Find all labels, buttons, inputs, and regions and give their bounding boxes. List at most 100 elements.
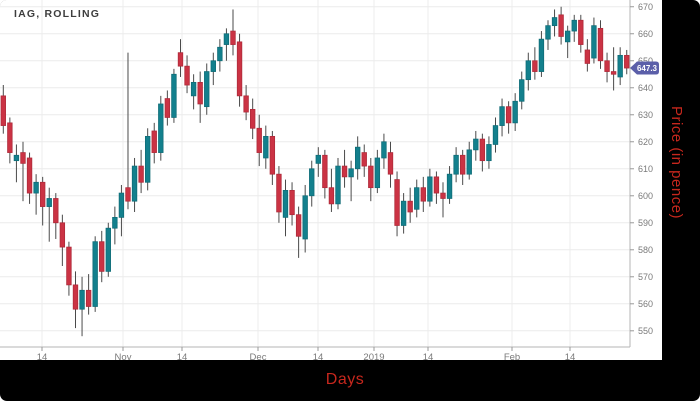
candle[interactable] [236,33,243,107]
candle[interactable] [525,52,531,91]
candle[interactable] [190,74,197,110]
candle[interactable] [486,136,492,169]
candle[interactable] [341,149,348,188]
candle[interactable] [171,68,177,123]
candle[interactable] [565,25,571,59]
candle[interactable] [33,174,39,215]
candle[interactable] [519,71,525,110]
candle[interactable] [532,47,538,80]
candle[interactable] [610,47,617,91]
candle[interactable] [289,182,295,226]
candle[interactable] [243,85,249,121]
candle[interactable] [407,187,413,223]
candlestick-chart[interactable]: 550 560 570 580 590 600 610 620 630 640 650 660 670 1… [0,0,662,363]
candle[interactable] [145,128,151,191]
y-tick-label: 550 [638,326,653,336]
candle[interactable] [578,14,584,53]
candle[interactable] [591,17,597,64]
candle[interactable] [282,179,289,237]
candle[interactable] [499,98,505,137]
candle[interactable] [440,182,446,218]
candle[interactable] [328,168,335,212]
candle[interactable] [322,149,328,199]
candle[interactable] [118,184,125,237]
candle[interactable] [13,144,20,183]
candle[interactable] [584,39,591,72]
candle[interactable] [414,179,420,218]
candle[interactable] [151,122,157,164]
candle[interactable] [230,9,236,56]
candle[interactable] [355,136,361,180]
candle[interactable] [387,141,394,188]
candle[interactable] [79,276,85,337]
candle[interactable] [394,171,400,237]
candle[interactable] [348,160,354,202]
candle[interactable] [545,20,551,50]
candle[interactable] [263,125,269,169]
candle[interactable] [302,184,308,253]
candle[interactable] [460,149,466,185]
candle[interactable] [295,206,302,258]
candle[interactable] [26,152,33,204]
candle[interactable] [59,214,66,266]
candle[interactable] [381,133,387,169]
candle[interactable] [368,157,374,202]
candle[interactable] [374,149,381,194]
candle[interactable] [99,230,105,283]
candle[interactable] [466,141,472,180]
candle[interactable] [335,157,341,210]
candle[interactable] [138,149,144,194]
candle[interactable] [92,236,98,312]
candle-body [190,81,197,97]
candle[interactable] [46,187,52,242]
candle[interactable] [131,157,138,212]
candle[interactable] [505,101,512,134]
candle[interactable] [177,39,184,77]
candle[interactable] [20,141,26,202]
candle[interactable] [256,114,262,167]
candle[interactable] [184,55,190,94]
candle[interactable] [85,274,92,315]
candle[interactable] [197,71,203,123]
candle[interactable] [604,52,610,83]
candle[interactable] [40,176,46,226]
candle[interactable] [72,271,79,329]
candle[interactable] [624,49,630,75]
candle[interactable] [66,241,72,296]
candle[interactable] [223,28,230,61]
candle[interactable] [420,176,426,212]
candle[interactable] [105,222,111,277]
candle[interactable] [479,133,486,172]
candle[interactable] [473,130,479,161]
candle[interactable] [164,90,171,126]
candle[interactable] [309,160,315,207]
candle[interactable] [400,193,407,234]
candle[interactable] [204,63,210,115]
candle[interactable] [558,6,564,45]
candle[interactable] [446,166,453,204]
candle[interactable] [158,95,164,161]
candle[interactable] [315,147,321,177]
candle[interactable] [250,98,256,140]
candle[interactable] [571,14,577,42]
candle[interactable] [53,193,59,239]
candle[interactable] [512,93,518,131]
candle[interactable] [538,31,545,77]
candle[interactable] [433,171,440,204]
candle[interactable] [492,117,499,153]
candle[interactable] [597,20,604,69]
candle[interactable] [217,39,223,72]
candle[interactable] [276,166,282,223]
candle[interactable] [269,130,276,185]
candle[interactable] [112,206,118,245]
candle[interactable] [427,168,433,207]
candle[interactable] [7,117,13,164]
candle[interactable] [210,52,216,86]
candle[interactable] [453,147,459,183]
candle[interactable] [0,85,6,134]
candle[interactable] [125,52,131,210]
candle[interactable] [617,47,623,86]
candle[interactable] [551,9,558,37]
candle-body [177,52,184,67]
candle[interactable] [361,144,367,177]
